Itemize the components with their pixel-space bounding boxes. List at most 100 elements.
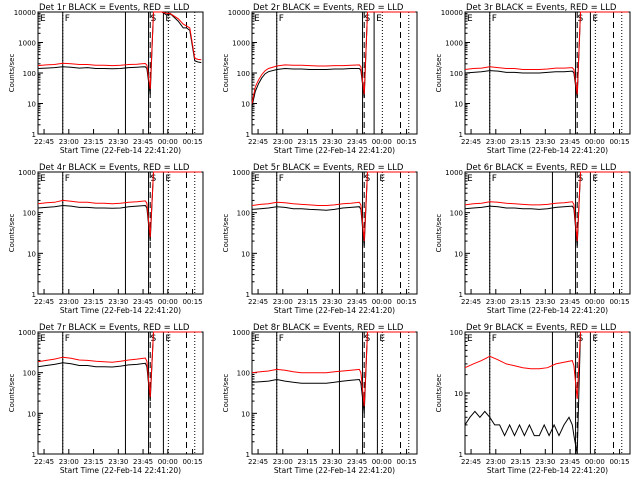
event-marker-label: E [467,334,473,344]
event-marker-label: E [254,174,260,184]
x-tick-label: 00:15 [609,138,629,146]
panel-title: Det 1r BLACK = Events, RED = LLD [39,3,190,13]
event-marker-label: E [379,334,385,344]
y-tick-label: 1 [246,451,250,459]
x-tick-label: 23:15 [510,298,530,306]
panel-det-1: Det 1r BLACK = Events, RED = LLD 1 10 100 10… [8,3,204,155]
x-tick-label: 00:00 [372,458,392,466]
event-marker-label: E [254,14,260,24]
x-tick-label: 23:45 [133,458,153,466]
x-tick-label: 23:30 [322,138,342,146]
x-tick-label: 23:00 [486,458,506,466]
x-tick-label: 23:15 [83,298,103,306]
x-tick-label: 23:30 [108,298,128,306]
event-marker-label: F [65,174,70,184]
x-tick-label: 23:15 [510,138,530,146]
x-axis-label: Start Time (22-Feb-14 22:41:20) [487,466,608,475]
panel-title: Det 7r BLACK = Events, RED = LLD [39,323,190,333]
x-tick-label: 22:45 [248,458,268,466]
y-tick-label: 10 [454,101,463,109]
panel-title: Det 9r BLACK = Events, RED = LLD [466,323,617,333]
event-marker-label: E [40,14,46,24]
panel-title: Det 6r BLACK = Events, RED = LLD [466,163,617,173]
event-marker-label: F [279,174,284,184]
series-line-lld [251,11,416,104]
x-tick-label: 23:45 [347,138,367,146]
x-axis-label: Start Time (22-Feb-14 22:41:20) [487,306,608,315]
panel-det-7: Det 7r BLACK = Events, RED = LLD 1 10 100 10… [8,323,204,475]
x-axis-label: Start Time (22-Feb-14 22:41:20) [274,466,395,475]
event-marker-label: F [65,334,70,344]
x-tick-label: 23:45 [347,298,367,306]
x-tick-label: 23:15 [83,138,103,146]
y-axis-label: Counts/sec [222,54,230,93]
panel-title: Det 8r BLACK = Events, RED = LLD [253,323,404,333]
y-tick-label: 100 [237,70,250,78]
x-axis-label: Start Time (22-Feb-14 22:41:20) [60,146,181,155]
x-tick-label: 23:00 [273,298,293,306]
x-axis-label: Start Time (22-Feb-14 22:41:20) [60,306,181,315]
x-tick-label: 23:30 [108,138,128,146]
x-tick-label: 22:45 [34,458,54,466]
event-marker-label: E [467,174,473,184]
series-line-lld [37,11,202,89]
y-tick-label: 10 [27,410,36,418]
x-tick-label: 23:00 [273,458,293,466]
event-marker-label: E [379,174,385,184]
y-tick-label: 100 [23,70,36,78]
y-tick-label: 10 [454,390,463,398]
y-tick-label: 1000 [18,169,36,177]
x-tick-label: 00:15 [182,138,202,146]
x-tick-label: 00:00 [585,458,605,466]
x-tick-label: 23:00 [59,138,79,146]
x-tick-label: 23:30 [535,138,555,146]
y-tick-label: 10 [27,101,36,109]
y-tick-label: 1000 [232,329,250,337]
panel-title: Det 3r BLACK = Events, RED = LLD [466,3,617,13]
x-tick-label: 00:00 [158,138,178,146]
x-tick-label: 00:00 [585,138,605,146]
x-tick-label: 22:45 [248,138,268,146]
panel-title: Det 2r BLACK = Events, RED = LLD [253,3,404,13]
x-tick-label: 23:45 [347,458,367,466]
x-tick-label: 23:45 [133,138,153,146]
series-line-lld [37,331,202,398]
x-tick-label: 23:30 [535,458,555,466]
x-tick-label: 23:00 [486,138,506,146]
event-marker-label: F [279,334,284,344]
y-axis-label: Counts/sec [435,214,443,253]
y-tick-label: 1000 [445,40,463,48]
panel-det-2: Det 2r BLACK = Events, RED = LLD 1 10 100 10… [222,3,418,155]
x-tick-label: 23:00 [59,458,79,466]
series-line-events [37,11,202,95]
x-tick-label: 00:00 [585,298,605,306]
x-tick-label: 23:00 [486,298,506,306]
x-tick-label: 22:45 [248,298,268,306]
event-marker-label: E [40,334,46,344]
x-tick-label: 23:00 [59,298,79,306]
y-axis-label: Counts/sec [222,374,230,413]
x-tick-label: 00:15 [609,298,629,306]
x-tick-label: 00:15 [182,458,202,466]
y-tick-label: 1000 [18,40,36,48]
panel-det-8: Det 8r BLACK = Events, RED = LLD 1 10 100 10… [222,323,418,475]
y-tick-label: 10000 [441,9,463,17]
y-tick-label: 100 [450,329,463,337]
y-tick-label: 1 [246,131,250,139]
y-tick-label: 1 [246,291,250,299]
x-tick-label: 22:45 [461,298,481,306]
event-marker-label: E [254,334,260,344]
event-marker-label: F [65,14,70,24]
x-tick-label: 23:15 [83,458,103,466]
series-line-lld [37,171,202,238]
x-tick-label: 22:45 [34,298,54,306]
x-axis-label: Start Time (22-Feb-14 22:41:20) [274,306,395,315]
y-axis-label: Counts/sec [435,54,443,93]
x-tick-label: 23:15 [297,458,317,466]
y-axis-label: Counts/sec [435,374,443,413]
y-tick-label: 100 [450,70,463,78]
x-tick-label: 22:45 [34,138,54,146]
event-marker-label: E [592,174,598,184]
y-tick-label: 10 [241,101,250,109]
